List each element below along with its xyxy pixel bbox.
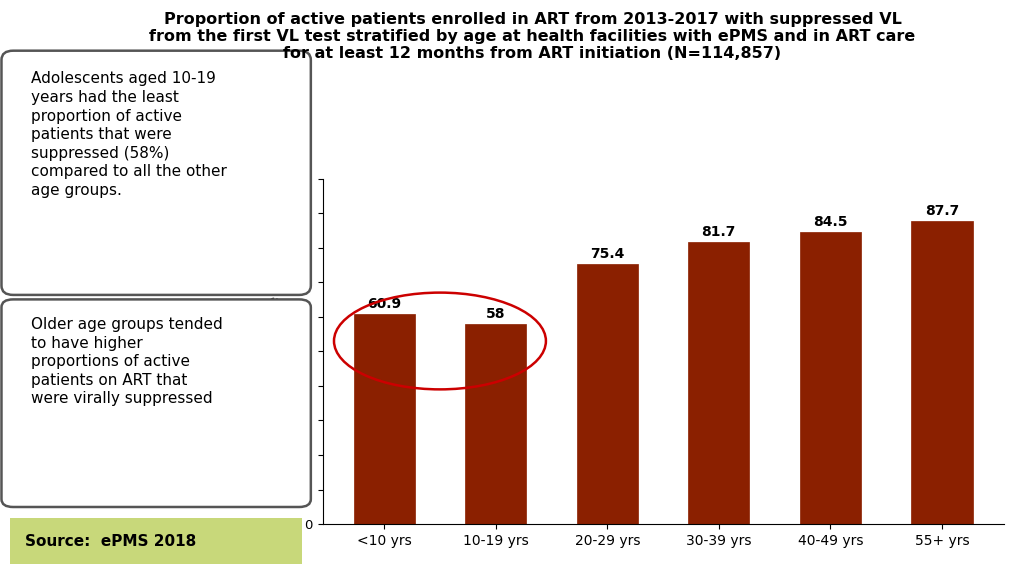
Bar: [911, 221, 973, 524]
Text: 84.5: 84.5: [813, 215, 848, 229]
Text: 60.9: 60.9: [368, 297, 401, 311]
Text: Source:  ePMS 2018: Source: ePMS 2018: [25, 534, 196, 549]
Y-axis label: VL Suppression rate (%): VL Suppression rate (%): [268, 268, 282, 435]
Text: Proportion of active patients enrolled in ART from 2013-2017 with suppressed VL
: Proportion of active patients enrolled i…: [150, 12, 915, 61]
Text: Older age groups tended
to have higher
proportions of active
patients on ART tha: Older age groups tended to have higher p…: [31, 317, 222, 407]
FancyBboxPatch shape: [1, 51, 311, 295]
Bar: [800, 232, 861, 524]
Text: Adolescents aged 10-19
years had the least
proportion of active
patients that we: Adolescents aged 10-19 years had the lea…: [31, 71, 226, 198]
FancyBboxPatch shape: [1, 300, 311, 507]
Text: 81.7: 81.7: [701, 225, 736, 239]
Bar: [688, 242, 750, 524]
Text: 58: 58: [486, 307, 506, 321]
Text: 87.7: 87.7: [925, 204, 959, 218]
Text: 75.4: 75.4: [590, 247, 625, 261]
Bar: [353, 314, 415, 524]
Bar: [577, 264, 638, 524]
Bar: [465, 324, 526, 524]
